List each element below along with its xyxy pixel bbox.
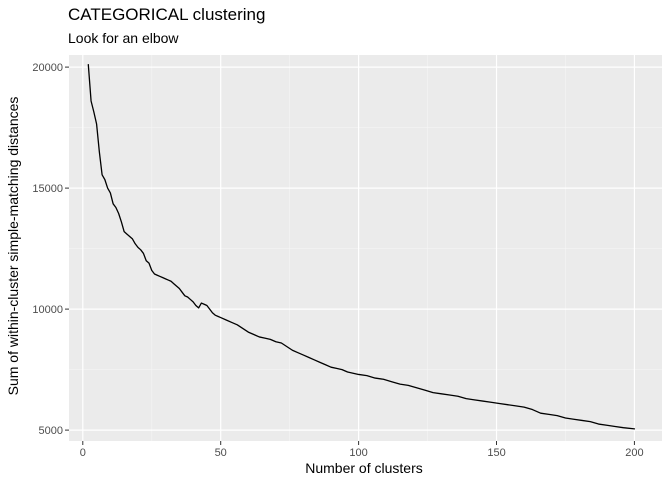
x-tick-label: 200 xyxy=(625,447,643,459)
chart-title: CATEGORICAL clustering xyxy=(68,5,265,24)
plot-panel xyxy=(69,55,662,441)
y-tick-label: 15000 xyxy=(32,183,63,195)
x-tick-label: 150 xyxy=(487,447,505,459)
x-tick-label: 100 xyxy=(349,447,367,459)
x-tick-label: 0 xyxy=(80,447,86,459)
y-tick-label: 10000 xyxy=(32,304,63,316)
axis-ticks: 0 50 100 150 200 5000 10000 15000 20000 xyxy=(32,62,643,459)
x-tick-label: 50 xyxy=(215,447,227,459)
x-axis-title: Number of clusters xyxy=(305,460,422,476)
y-tick-label: 5000 xyxy=(39,425,63,437)
minor-gridlines xyxy=(69,55,662,441)
y-axis-title: Sum of within-cluster simple-matching di… xyxy=(5,97,21,396)
series-line xyxy=(87,64,636,430)
major-gridlines xyxy=(69,55,662,441)
chart-subtitle: Look for an elbow xyxy=(68,30,179,46)
y-tick-label: 20000 xyxy=(32,62,63,74)
